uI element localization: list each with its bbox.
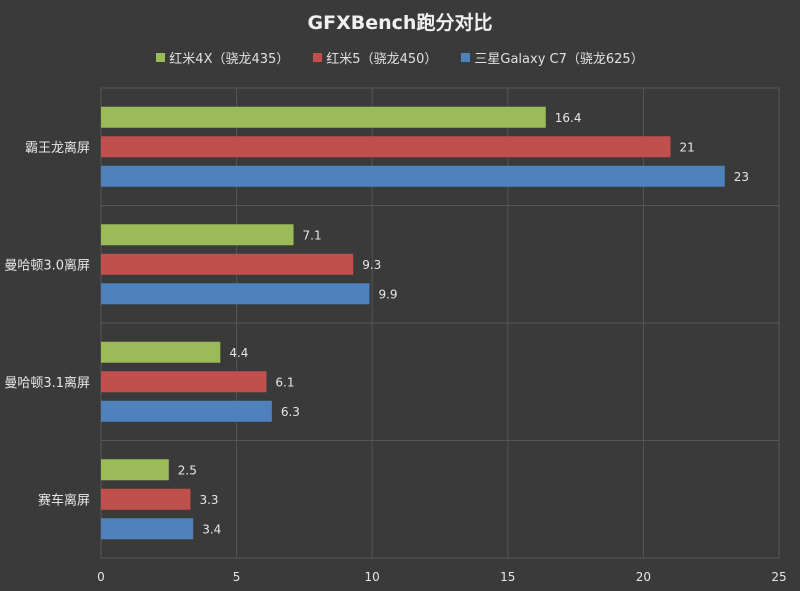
- legend-swatch-series-2: [313, 53, 323, 62]
- value-label-series-1-cat-3: 4.4: [229, 346, 248, 360]
- bar-series-2-cat-1: [101, 136, 671, 158]
- legend-item-series-2: 红米5（骁龙450）: [313, 48, 437, 67]
- bar-series-1-cat-2: [101, 224, 294, 246]
- value-label-series-2-cat-2: 9.3: [362, 258, 381, 272]
- category-label-2: 曼哈顿3.0离屏: [4, 257, 90, 273]
- x-tick-label-0: 0: [97, 570, 105, 584]
- category-label-1: 霸王龙离屏: [25, 140, 90, 156]
- legend-swatch-series-1: [156, 53, 166, 62]
- bar-series-1-cat-4: [101, 459, 169, 481]
- x-tick-label-1: 5: [233, 570, 241, 584]
- value-label-series-1-cat-2: 7.1: [303, 228, 322, 242]
- bar-series-1-cat-3: [101, 341, 221, 363]
- legend: 红米4X（骁龙435） 红米5（骁龙450） 三星Galaxy C7（骁龙625…: [0, 48, 800, 67]
- bar-series-3-cat-4: [101, 518, 194, 540]
- x-tick-label-5: 25: [771, 570, 786, 584]
- bar-series-3-cat-1: [101, 165, 725, 187]
- x-tick-label-3: 15: [500, 570, 515, 584]
- value-label-series-2-cat-3: 6.1: [275, 375, 294, 389]
- bar-series-2-cat-4: [101, 488, 191, 510]
- bar-series-2-cat-2: [101, 253, 354, 275]
- chart-title: GFXBench跑分对比: [307, 12, 493, 34]
- legend-label-series-3: 三星Galaxy C7（骁龙625）: [474, 52, 644, 67]
- legend-label-series-1: 红米4X（骁龙435）: [169, 52, 290, 67]
- bar-series-3-cat-3: [101, 400, 272, 422]
- value-label-series-3-cat-2: 9.9: [378, 287, 397, 301]
- value-label-series-3-cat-4: 3.4: [202, 522, 221, 536]
- bar-series-2-cat-3: [101, 371, 267, 393]
- value-label-series-1-cat-4: 2.5: [178, 463, 197, 477]
- value-label-series-2-cat-1: 21: [680, 140, 695, 154]
- legend-item-series-3: 三星Galaxy C7（骁龙625）: [461, 48, 644, 67]
- category-label-3: 曼哈顿3.1离屏: [4, 375, 90, 391]
- value-label-series-1-cat-1: 16.4: [555, 111, 582, 125]
- value-label-series-2-cat-4: 3.3: [199, 493, 218, 507]
- x-tick-label-4: 20: [636, 570, 651, 584]
- value-label-series-3-cat-1: 23: [734, 170, 749, 184]
- category-label-4: 赛车离屏: [38, 492, 90, 508]
- bar-series-1-cat-1: [101, 106, 546, 128]
- bar-series-3-cat-2: [101, 283, 370, 305]
- value-label-series-3-cat-3: 6.3: [281, 405, 300, 419]
- legend-swatch-series-3: [461, 53, 471, 62]
- x-tick-label-2: 10: [365, 570, 380, 584]
- legend-item-series-1: 红米4X（骁龙435）: [156, 48, 289, 67]
- legend-label-series-2: 红米5（骁龙450）: [326, 52, 438, 67]
